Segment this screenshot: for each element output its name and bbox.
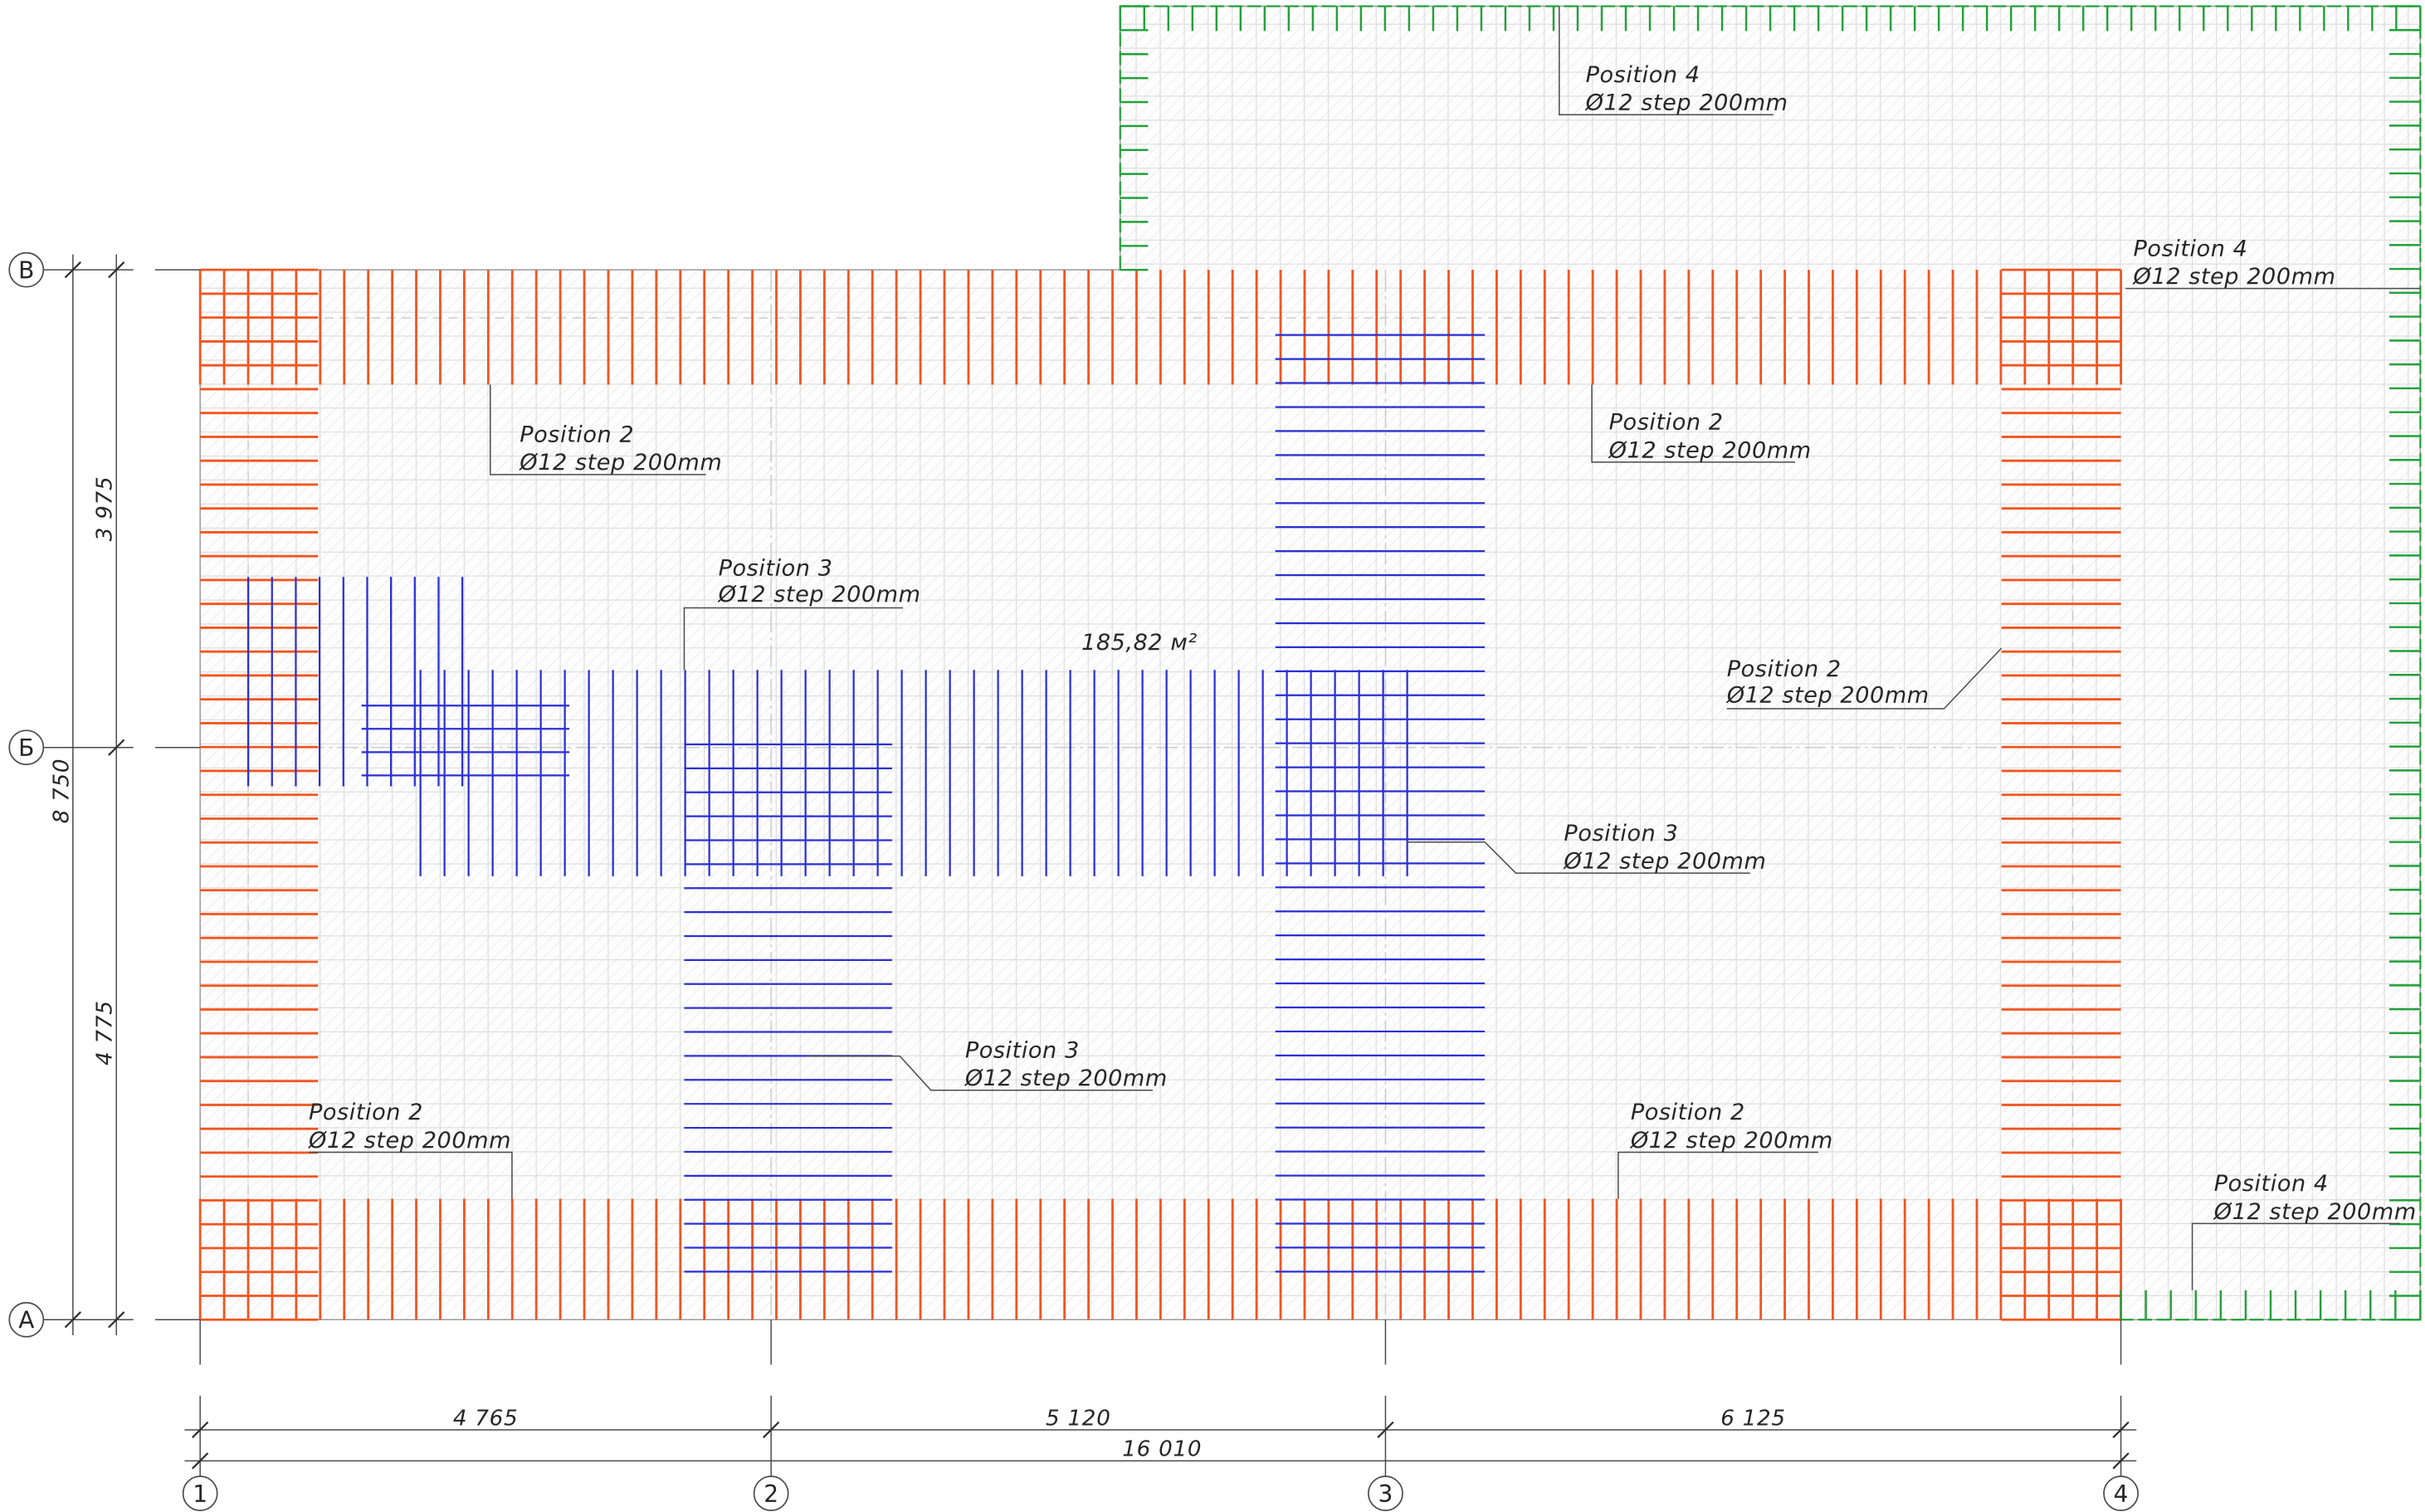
axis-bubble-circle <box>753 1475 789 1511</box>
axis-bubble-row-bottom: А <box>8 1301 45 1338</box>
callout-position-label: Position 2 <box>1727 656 1842 682</box>
dimension-tick <box>1377 1421 1394 1439</box>
callout-leader <box>1591 384 1795 463</box>
dimension-tick <box>762 1421 780 1439</box>
position-3-reinforcement <box>246 334 1486 1273</box>
axis-bubble-label: Б <box>18 734 34 762</box>
axis-bubble-circle <box>182 1475 218 1511</box>
axis-bubble-column-3: 3 <box>1368 1475 1403 1511</box>
dimension-tick <box>108 739 125 756</box>
bottom-dimension-chain: 4 765 5 120 6 125 16 010 1 2 3 4 <box>182 1319 2139 1511</box>
callout-position-2-top-left: Position 2 Ø12 step 200mm <box>490 384 722 476</box>
callout-position-2-bottom-left: Position 2 Ø12 step 200mm <box>308 1100 513 1199</box>
axis-bubble-row-middle: Б <box>8 729 45 766</box>
callout-leader <box>683 607 904 671</box>
callout-spec-label: Ø12 step 200mm <box>1608 437 1812 463</box>
callout-position-label: Position 4 <box>2214 1171 2329 1197</box>
axis-bubble-label: 2 <box>764 1480 778 1508</box>
callout-position-2-top-right: Position 2 Ø12 step 200mm <box>1591 384 1812 463</box>
callout-spec-label: Ø12 step 200mm <box>519 450 722 476</box>
callout-position-label: Position 3 <box>719 555 833 581</box>
dimension-label-span-2-3: 5 120 <box>1046 1406 1111 1431</box>
axis-bubble-circle <box>1368 1475 1403 1511</box>
callout-leader <box>1559 6 1774 116</box>
dimension-label-overall-width: 16 010 <box>1122 1437 1202 1462</box>
callout-leader <box>1617 1151 1819 1199</box>
dimension-label-span-1-2: 4 765 <box>453 1406 519 1431</box>
dimension-label-span-3-4: 6 125 <box>1720 1406 1786 1431</box>
callout-leader <box>807 1055 1154 1091</box>
dimension-tick <box>2112 1421 2130 1439</box>
dimension-tick <box>64 261 82 279</box>
callout-position-4-right-top: Position 4 Ø12 step 200mm <box>2125 236 2421 290</box>
left-dimension-chain: 3 975 4 775 8 750 В Б А <box>8 251 201 1338</box>
callout-position-label: Position 4 <box>2134 236 2248 261</box>
callout-spec-label: Ø12 step 200mm <box>718 582 921 607</box>
callout-position-4-bottom-right: Position 4 Ø12 step 200mm <box>2191 1171 2417 1290</box>
axis-bubble-column-2: 2 <box>753 1475 789 1511</box>
callout-position-3-middle: Position 3 Ø12 step 200mm <box>1407 821 1766 874</box>
callout-spec-label: Ø12 step 200mm <box>1563 848 1766 874</box>
dimension-tick <box>192 1421 209 1439</box>
dimension-tick <box>108 1311 125 1329</box>
callout-leader <box>2191 1222 2401 1290</box>
dimension-label-span-lower: 4 775 <box>93 1000 118 1066</box>
axis-bubble-circle <box>2103 1475 2139 1511</box>
callout-leader <box>309 1151 513 1199</box>
axis-bubble-label: В <box>18 256 34 284</box>
callout-spec-label: Ø12 step 200mm <box>2133 264 2336 290</box>
axis-bubble-label: 1 <box>193 1480 207 1508</box>
callout-spec-label: Ø12 step 200mm <box>964 1066 1168 1091</box>
axis-bubble-label: 4 <box>2114 1480 2129 1508</box>
callout-spec-label: Ø12 step 200mm <box>1630 1128 1833 1154</box>
callout-leader <box>1726 647 2003 710</box>
callout-position-label: Position 3 <box>1564 821 1678 846</box>
dimension-tick <box>2112 1452 2130 1470</box>
axis-bubble-circle <box>8 729 45 766</box>
slab-area-label: 185,82 м² <box>1081 630 1198 656</box>
callout-spec-label: Ø12 step 200mm <box>308 1128 511 1154</box>
dimension-label-overall-height: 8 750 <box>49 758 74 824</box>
axis-bubble-circle <box>8 1301 45 1338</box>
callout-leader <box>490 384 706 476</box>
callout-position-label: Position 2 <box>1609 410 1724 436</box>
callouts: Position 4 Ø12 step 200mm Position 4 Ø12… <box>308 6 2421 1290</box>
callout-position-label: Position 2 <box>520 422 634 448</box>
axis-bubble-label: А <box>18 1307 34 1334</box>
callout-position-4-top: Position 4 Ø12 step 200mm <box>1559 6 1788 116</box>
callout-position-label: Position 3 <box>965 1037 1080 1063</box>
slab-area <box>199 5 2422 1321</box>
axis-bubble-label: 3 <box>1378 1480 1393 1508</box>
callout-position-2-bottom-right: Position 2 Ø12 step 200mm <box>1617 1100 1833 1199</box>
callout-spec-label: Ø12 step 200mm <box>2213 1199 2417 1225</box>
position-2-reinforcement <box>198 268 2122 1321</box>
callout-position-label: Position 4 <box>1586 62 1700 88</box>
callout-position-3-lower: Position 3 Ø12 step 200mm <box>807 1037 1168 1091</box>
callout-spec-label: Ø12 step 200mm <box>1585 90 1788 116</box>
callout-leader <box>1407 841 1750 874</box>
construction-lines <box>200 270 2121 1320</box>
dimension-tick <box>192 1452 209 1470</box>
dimension-label-span-upper: 3 975 <box>93 476 118 542</box>
callout-position-3-upper: Position 3 Ø12 step 200mm <box>683 555 921 671</box>
dimension-tick <box>108 261 125 279</box>
callout-position-label: Position 2 <box>309 1100 423 1125</box>
position-4-reinforcement <box>1119 5 2422 1321</box>
axis-bubble-row-top: В <box>8 251 45 288</box>
callout-spec-label: Ø12 step 200mm <box>1726 683 1930 709</box>
callout-position-label: Position 2 <box>1631 1100 1745 1125</box>
axis-bubble-column-1: 1 <box>182 1475 218 1511</box>
dimension-tick <box>64 1311 82 1329</box>
axis-bubble-circle <box>8 251 45 288</box>
axis-bubble-column-4: 4 <box>2103 1475 2139 1511</box>
callout-position-2-right: Position 2 Ø12 step 200mm <box>1726 647 2003 710</box>
